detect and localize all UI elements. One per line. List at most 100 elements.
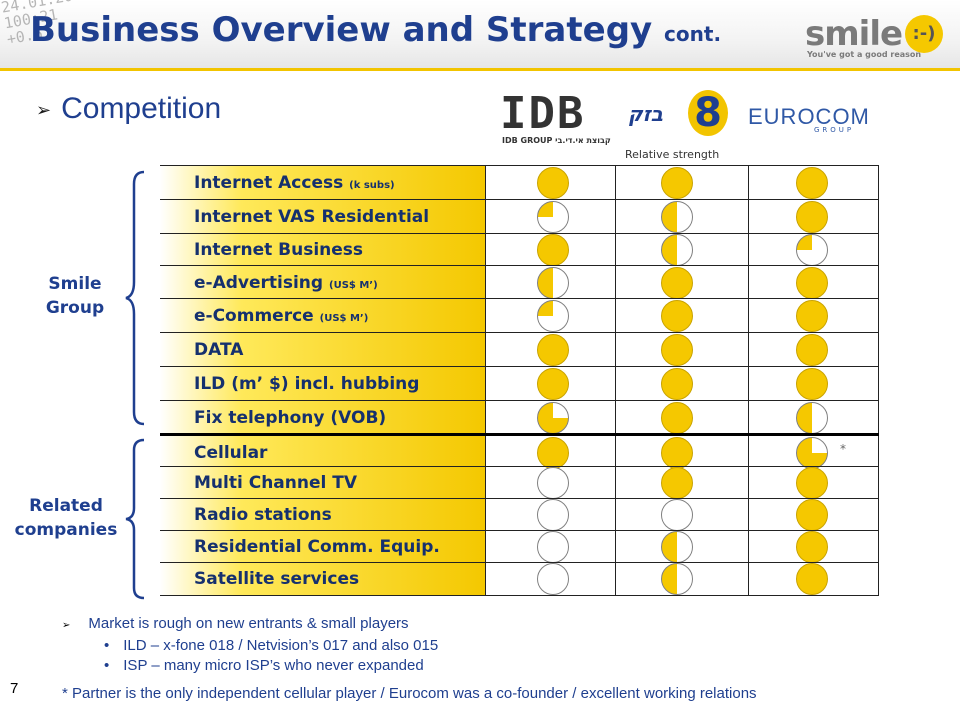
strength-circle — [537, 201, 569, 233]
strength-cell-competitor-2 — [615, 200, 749, 234]
strength-circle — [537, 334, 569, 366]
strength-circle — [796, 467, 828, 499]
smile-logo-word: smile — [805, 14, 903, 54]
row-label-text: Fix telephony (VOB) — [194, 407, 387, 428]
strength-cell-competitor-2 — [615, 401, 749, 434]
strength-cell-competitor-3 — [748, 499, 879, 531]
relative-strength-label: Relative strength — [625, 148, 720, 161]
strength-cell-competitor-3 — [748, 401, 879, 434]
row-label-text: Residential Comm. Equip. — [194, 537, 440, 557]
row-label: DATA — [194, 340, 243, 360]
notes-list: ➢ Market is rough on new entrants & small… — [62, 614, 438, 676]
related-companies-brace — [125, 438, 145, 600]
strength-cell-competitor-3: * — [748, 436, 879, 469]
row-label: Internet Business — [194, 240, 363, 260]
row-label-cell: Internet Access (k subs) — [160, 166, 486, 200]
strength-cell-competitor-1 — [485, 367, 616, 401]
table-row: e-Advertising (US$ M’) — [160, 265, 879, 299]
header-divider — [0, 68, 960, 71]
strength-circle — [796, 334, 828, 366]
arrow-bullet-icon: ➢ — [36, 99, 52, 120]
bezeq-logo-text: בזק — [628, 102, 663, 126]
row-label-unit: (US$ M’) — [319, 313, 369, 324]
row-label-cell: DATA — [160, 333, 486, 367]
strength-cell-competitor-2 — [615, 563, 749, 595]
strength-circle — [796, 499, 828, 531]
table-row: DATA — [160, 332, 879, 367]
note-text: ILD – x-fone 018 / Netvision’s 017 and a… — [123, 637, 439, 654]
strength-circle — [796, 234, 828, 266]
strength-circle — [796, 531, 828, 563]
strength-cell-competitor-1 — [485, 166, 616, 200]
row-label: Residential Comm. Equip. — [194, 537, 440, 557]
strength-circle — [661, 167, 693, 199]
row-label-text: Cellular — [194, 442, 268, 463]
row-label: e-Advertising (US$ M’) — [194, 273, 378, 293]
strength-cell-competitor-2 — [615, 531, 749, 563]
strength-cell-competitor-3 — [748, 266, 879, 299]
row-label-text: ILD (m’ $) incl. hubbing — [194, 374, 420, 394]
strength-circle — [661, 467, 693, 499]
strength-cell-competitor-1 — [485, 401, 616, 434]
row-label-cell: Multi Channel TV — [160, 467, 486, 499]
strength-cell-competitor-2 — [615, 333, 749, 367]
asterisk-marker: * — [840, 442, 846, 456]
strength-circle — [661, 499, 693, 531]
row-label-cell: Satellite services — [160, 563, 486, 595]
slide-title: Business Overview and Strategy cont. — [30, 10, 721, 50]
section-title: Competition — [61, 92, 222, 125]
row-label: Multi Channel TV — [194, 473, 357, 493]
row-label-cell: Radio stations — [160, 499, 486, 531]
strength-cell-competitor-1 — [485, 234, 616, 266]
strength-cell-competitor-1 — [485, 499, 616, 531]
table-row: Cellular * — [160, 433, 879, 469]
row-label: Radio stations — [194, 505, 332, 525]
strength-circle — [796, 300, 828, 332]
strength-cell-competitor-3 — [748, 200, 879, 234]
strength-cell-competitor-3 — [748, 563, 879, 595]
strength-circle — [661, 201, 693, 233]
row-label-text: Internet Access — [194, 173, 344, 193]
slide-title-suffix: cont. — [664, 22, 722, 46]
row-label: e-Commerce (US$ M’) — [194, 306, 368, 326]
smiley-icon: :-) — [905, 15, 943, 53]
row-label: Fix telephony (VOB) — [194, 408, 386, 428]
strength-circle — [796, 368, 828, 400]
strength-cell-competitor-1 — [485, 266, 616, 299]
row-label: Cellular — [194, 443, 267, 463]
row-label: Internet Access (k subs) — [194, 173, 395, 193]
strength-circle — [661, 368, 693, 400]
strength-circle — [537, 234, 569, 266]
strength-circle — [796, 401, 828, 434]
smile-logo-tagline: You've got a good reason — [807, 50, 922, 59]
row-label-text: e-Advertising — [194, 272, 324, 293]
row-label-cell: Residential Comm. Equip. — [160, 531, 486, 563]
strength-cell-competitor-1 — [485, 467, 616, 499]
row-label-text: e-Commerce — [194, 306, 314, 326]
slide-header: 24.01.20 100:21 +0.6 Business Overview a… — [0, 0, 960, 68]
strength-cell-competitor-3 — [748, 166, 879, 200]
bullet-dot-icon: • — [104, 637, 110, 654]
row-label-text: Internet VAS Residential — [194, 207, 430, 227]
row-label-unit: (US$ M’) — [329, 279, 378, 291]
strength-circle — [796, 167, 828, 199]
row-label: Internet VAS Residential — [194, 207, 429, 227]
smile-group-label: Smile Group — [45, 274, 105, 318]
row-label-cell: ILD (m’ $) incl. hubbing — [160, 367, 486, 401]
smile-logo: smile :-) You've got a good reason — [805, 14, 947, 62]
table-row: Multi Channel TV — [160, 466, 879, 499]
strength-cell-competitor-3 — [748, 531, 879, 563]
idb-logo-sub: IDB GROUP קבוצת אי.די.בי — [502, 136, 611, 145]
strength-cell-competitor-1 — [485, 299, 616, 333]
strength-cell-competitor-2 — [615, 436, 749, 469]
related-companies-label: Related companies — [14, 496, 118, 540]
row-label-cell: Fix telephony (VOB) — [160, 401, 486, 434]
strength-circle — [537, 300, 569, 332]
strength-circle — [796, 266, 828, 299]
strength-cell-competitor-1 — [485, 333, 616, 367]
strength-circle — [796, 201, 828, 233]
bullet-dot-icon: • — [104, 657, 110, 674]
strength-cell-competitor-3 — [748, 299, 879, 333]
strength-circle — [796, 563, 828, 595]
strength-cell-competitor-2 — [615, 266, 749, 299]
